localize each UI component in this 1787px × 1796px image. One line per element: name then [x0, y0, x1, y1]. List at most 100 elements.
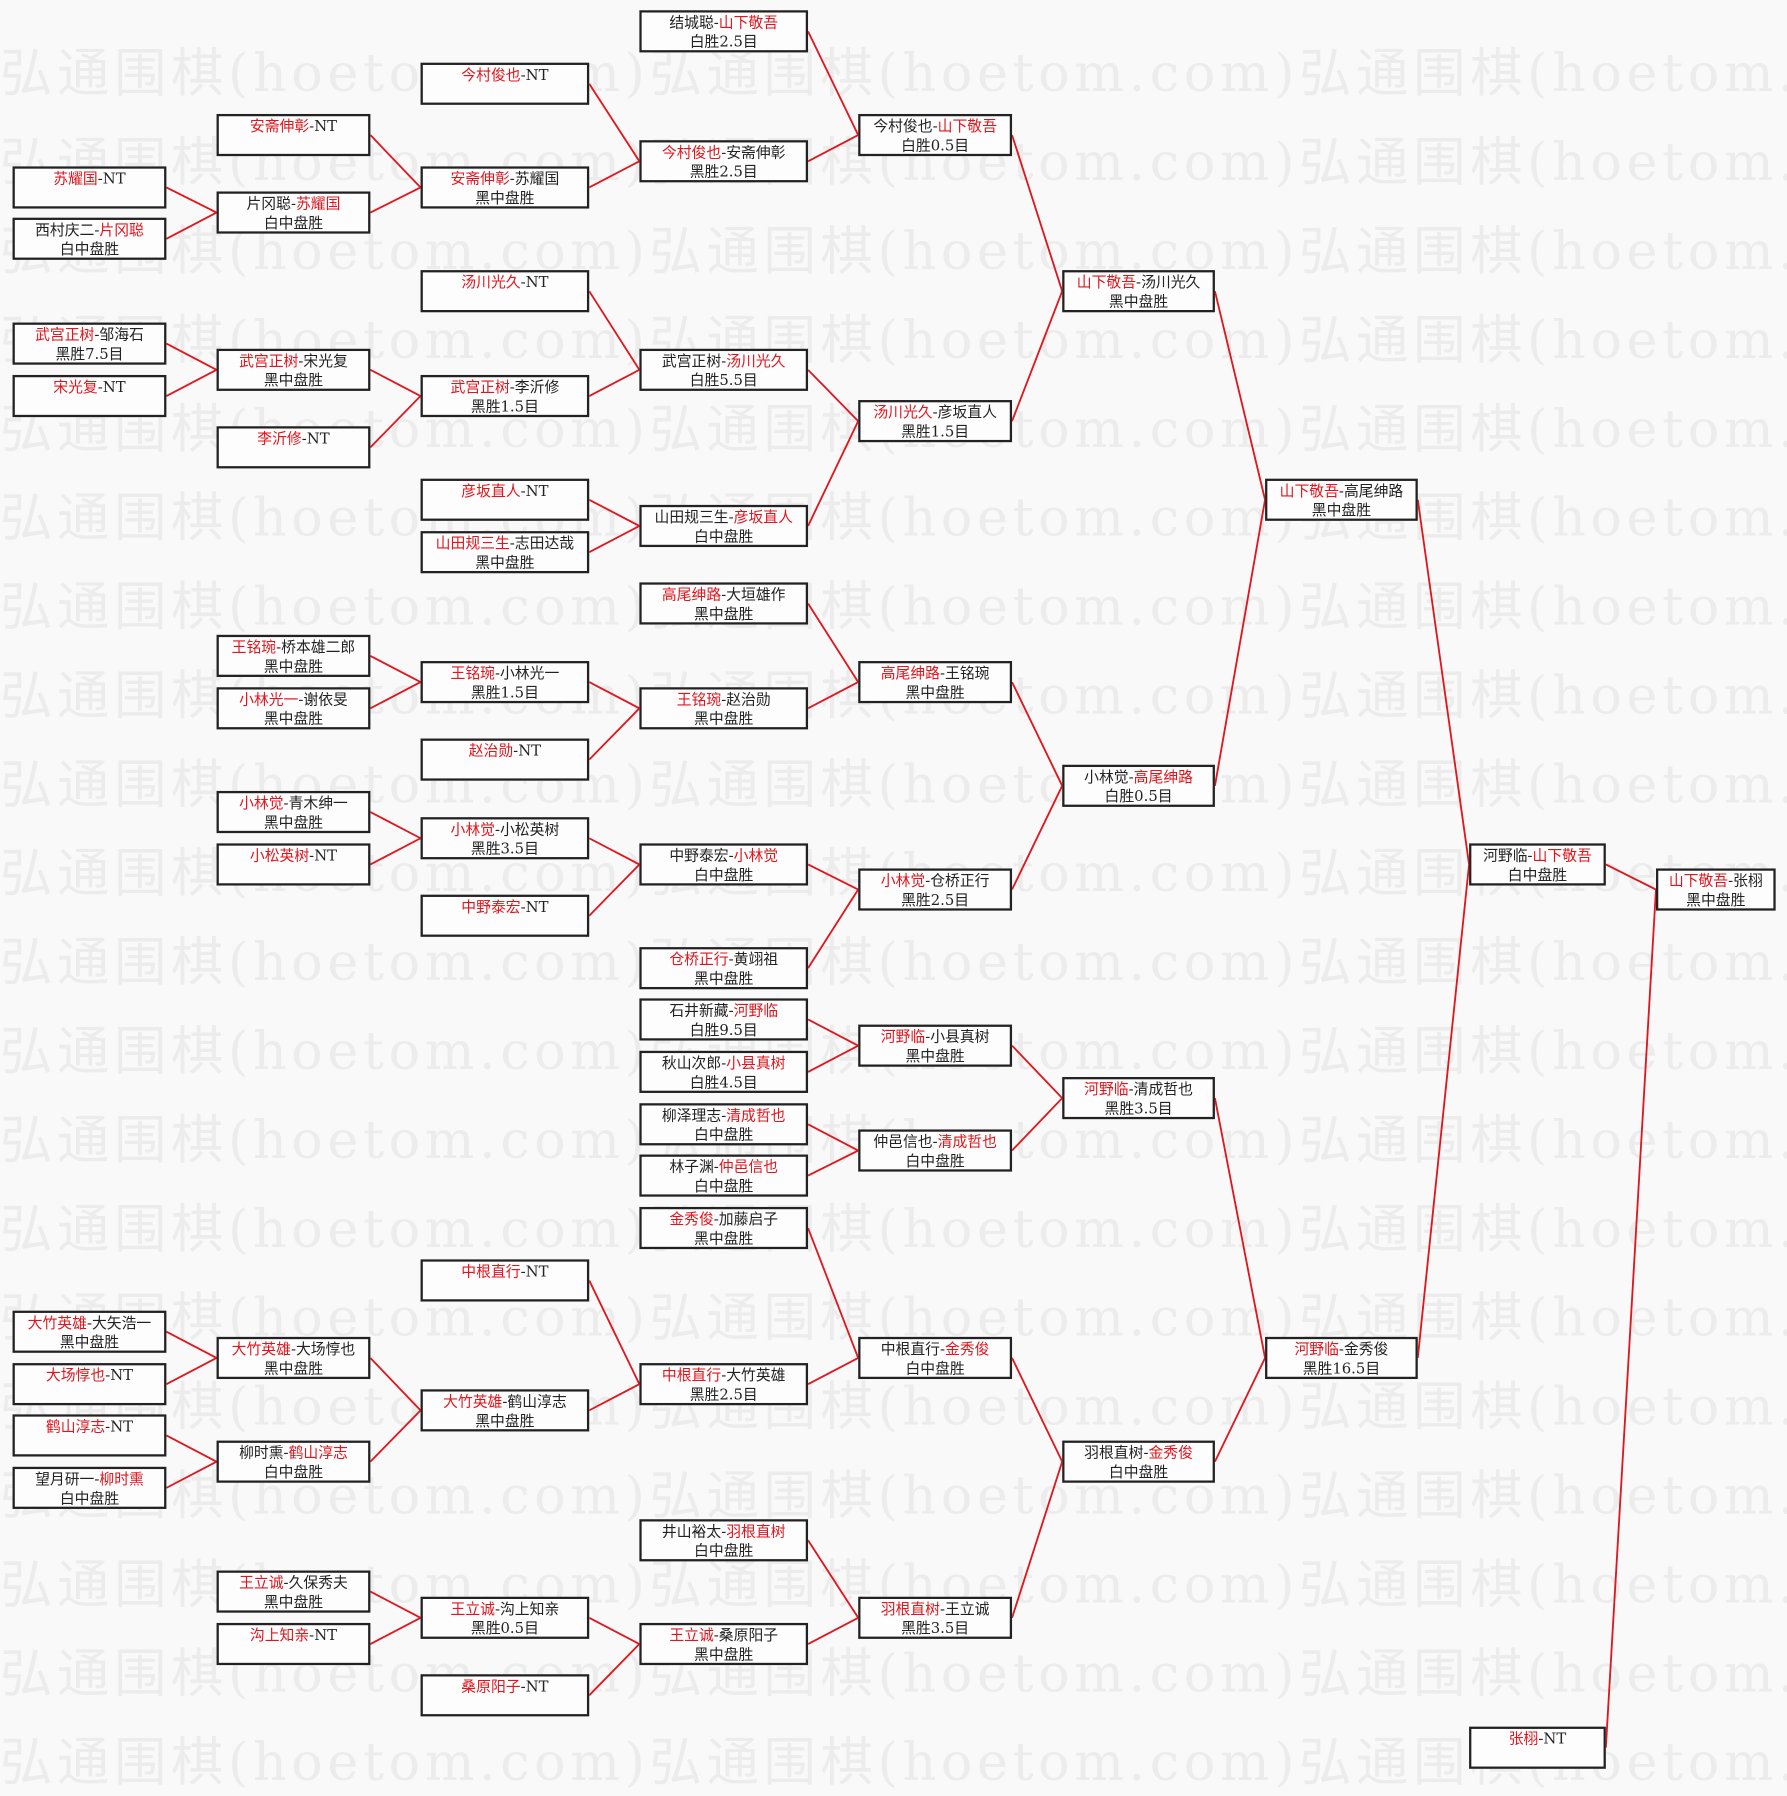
- separator: -: [940, 1601, 946, 1619]
- player-1: 山田规三生: [435, 535, 510, 553]
- bye-marker: NT: [102, 170, 126, 189]
- match-box: 西村庆二-片冈聪 白中盘胜: [12, 217, 167, 260]
- bracket-connector: [165, 211, 217, 240]
- player-1: 小林光一: [239, 691, 299, 709]
- match-box: 王立诚-沟上知亲 黑胜0.5目: [420, 1596, 590, 1639]
- player-2: 河野临: [733, 1002, 779, 1021]
- bracket-connector: [369, 837, 421, 866]
- player-1: 仓桥正行: [669, 951, 729, 969]
- match-result: 白胜2.5目: [689, 34, 758, 52]
- match-box: 山下敬吾-高尾绅路 黑中盘胜: [1265, 478, 1418, 521]
- player-1: 武宫正树: [661, 353, 722, 371]
- match-box: 张栩-NT: [1469, 1726, 1606, 1769]
- player-2: 谢依旻: [303, 691, 348, 709]
- player-1: 苏耀国: [53, 170, 98, 189]
- bracket-connector: [588, 1280, 641, 1385]
- bracket-connector: [807, 1357, 859, 1385]
- match-players: 中野泰宏-NT: [423, 898, 587, 917]
- match-result: 黑中盘胜: [263, 711, 324, 729]
- player-1: 结城聪: [669, 14, 714, 32]
- match-box: 鹤山淳志-NT: [12, 1414, 167, 1457]
- separator: -: [290, 196, 296, 214]
- match-box: 中野泰宏-小林觉 白中盘胜: [639, 843, 809, 886]
- match-result: 白胜5.5目: [689, 372, 758, 390]
- player-1: 王铭琬: [676, 691, 722, 709]
- player-2: 汤川光久: [1141, 274, 1201, 292]
- player-1: 河野临: [1294, 1341, 1339, 1359]
- separator: -: [721, 1523, 727, 1541]
- player-1: 今村俊也: [873, 118, 933, 136]
- bracket-connector: [1011, 1461, 1064, 1619]
- bracket-connector: [807, 30, 860, 136]
- match-players: 苏耀国-NT: [15, 170, 164, 189]
- player-2: 王铭琬: [945, 665, 990, 683]
- bracket-connector: [165, 1460, 217, 1489]
- player-1: 山下敬吾: [1076, 274, 1137, 292]
- match-players: 王铭琬-赵治勋: [642, 691, 806, 710]
- player-1: 王立诚: [239, 1575, 284, 1593]
- player-1: 中根直行: [461, 1263, 521, 1282]
- separator: -: [105, 1418, 111, 1437]
- match-players: 河野临-山下敬吾: [1471, 847, 1603, 866]
- separator: -: [502, 1393, 508, 1411]
- bracket-connector: [807, 1123, 859, 1152]
- player-1: 山田规三生: [654, 509, 729, 527]
- match-box: 今村俊也-安斋伸彰 黑胜2.5目: [639, 140, 809, 183]
- match-result: 黑中盘胜: [905, 1048, 965, 1066]
- match-box: 柳泽理志-清成哲也 白中盘胜: [639, 1103, 809, 1146]
- bracket-connector: [1214, 290, 1266, 500]
- match-players: 彦坂直人-NT: [423, 482, 587, 501]
- match-result: 黑中盘胜: [1108, 294, 1169, 312]
- bye-marker: NT: [306, 430, 330, 448]
- bracket-connector: [588, 707, 641, 761]
- player-2: 金秀俊: [945, 1341, 990, 1359]
- match-players: 武宫正树-宋光复: [219, 352, 368, 371]
- match-box: 高尾绅路-王铭琬 黑中盘胜: [858, 661, 1013, 704]
- separator: -: [94, 1471, 100, 1489]
- match-players: 秋山次郎-小县真树: [642, 1054, 806, 1073]
- bye-marker: NT: [102, 379, 126, 397]
- bracket-connector: [807, 420, 860, 527]
- match-box: 河野临-清成哲也 黑胜3.5目: [1062, 1077, 1215, 1120]
- match-players: 今村俊也-安斋伸彰: [642, 144, 806, 163]
- match-players: 山田规三生-志田达哉: [423, 535, 587, 554]
- player-2: 高尾绅路: [1133, 769, 1193, 787]
- bracket-connector: [807, 602, 859, 683]
- player-1: 片冈聪: [246, 196, 291, 214]
- player-2: 宋光复: [303, 353, 348, 371]
- match-box: 王铭琬-小林光一 黑胜1.5目: [420, 661, 590, 704]
- player-2: 大场惇也: [295, 1341, 356, 1359]
- player-1: 鹤山淳志: [45, 1418, 106, 1437]
- bracket-connector: [369, 1590, 421, 1619]
- bracket-connector: [807, 1044, 859, 1073]
- match-players: 羽根直树-金秀俊: [1064, 1444, 1212, 1463]
- match-result: 黑中盘胜: [263, 658, 324, 676]
- match-box: 石井新藏-河野临 白胜9.5目: [639, 998, 809, 1041]
- player-2: 邹海石: [99, 327, 144, 345]
- match-players: 石井新藏-河野临: [642, 1002, 806, 1021]
- match-box: 武宫正树-汤川光久 白胜5.5目: [639, 348, 809, 391]
- bracket-connector: [1214, 1097, 1266, 1359]
- match-result: 黑胜0.5目: [470, 1620, 539, 1638]
- match-box: 片冈聪-苏耀国 白中盘胜: [216, 191, 371, 234]
- separator: -: [283, 1575, 289, 1593]
- bye-marker: NT: [525, 67, 549, 85]
- player-2: 久保秀夫: [288, 1575, 348, 1593]
- match-result: 黑中盘胜: [694, 1230, 754, 1248]
- bracket-connector: [165, 369, 217, 397]
- bracket-connector: [165, 342, 217, 371]
- bye-marker: NT: [525, 1263, 549, 1282]
- match-box: 李沂修-NT: [216, 426, 371, 469]
- match-result: 白胜0.5目: [901, 137, 970, 155]
- bracket-connector: [1011, 1357, 1064, 1463]
- bracket-connector: [1416, 499, 1470, 865]
- player-1: 张栩: [1508, 1731, 1539, 1749]
- match-players: 中根直行-NT: [423, 1263, 587, 1282]
- match-box: 汤川光久-彦坂直人 黑胜1.5目: [858, 400, 1013, 443]
- player-1: 羽根直树: [880, 1601, 941, 1619]
- match-players: 仓桥正行-黄翊祖: [642, 951, 806, 970]
- player-2: 志田达哉: [514, 535, 575, 553]
- match-result: 白胜9.5目: [689, 1022, 758, 1040]
- match-box: 井山裕太-羽根直树 白中盘胜: [639, 1519, 809, 1562]
- bracket-connector: [588, 1383, 640, 1412]
